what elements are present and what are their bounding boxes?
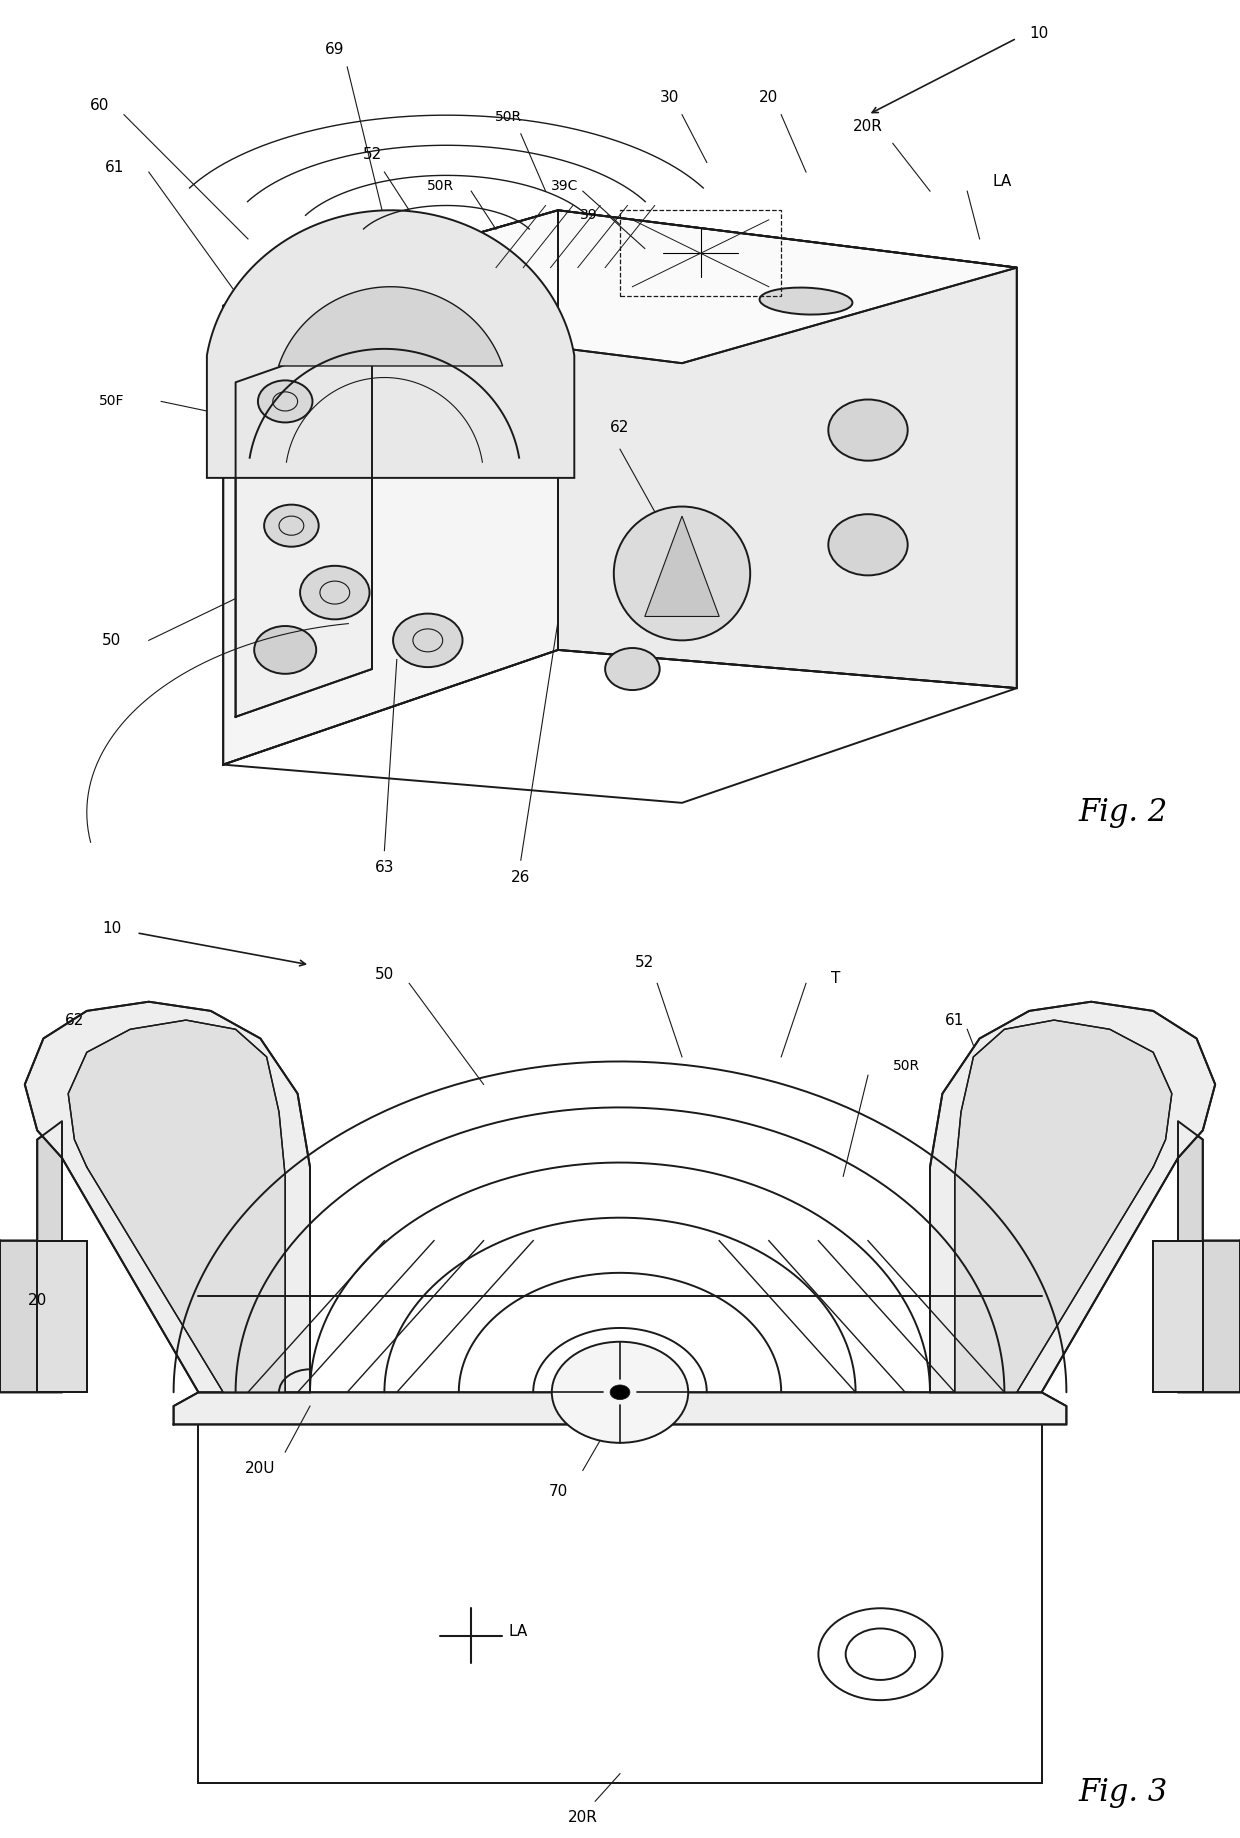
Circle shape: [264, 505, 319, 546]
Text: 70: 70: [548, 1485, 568, 1500]
Text: 62: 62: [610, 419, 630, 436]
Text: 10: 10: [102, 921, 122, 936]
Circle shape: [828, 515, 908, 575]
Text: 50R: 50R: [893, 1059, 920, 1073]
Text: 10: 10: [1029, 26, 1049, 40]
Circle shape: [552, 1342, 688, 1443]
Text: LA: LA: [992, 175, 1012, 189]
Polygon shape: [198, 1424, 1042, 1783]
Circle shape: [254, 627, 316, 675]
Polygon shape: [37, 1241, 87, 1393]
Text: 20U: 20U: [246, 1461, 275, 1476]
Polygon shape: [558, 210, 1017, 687]
Text: 39C: 39C: [551, 180, 578, 193]
Polygon shape: [0, 1121, 62, 1393]
Text: 69: 69: [325, 42, 345, 57]
Text: 50F: 50F: [98, 395, 124, 408]
Polygon shape: [25, 1002, 310, 1393]
Polygon shape: [1178, 1121, 1240, 1393]
Ellipse shape: [614, 507, 750, 640]
Ellipse shape: [760, 287, 852, 314]
Polygon shape: [223, 210, 1017, 364]
Polygon shape: [930, 1002, 1215, 1393]
Polygon shape: [645, 516, 719, 616]
Text: Fig. 3: Fig. 3: [1079, 1777, 1168, 1807]
Polygon shape: [68, 1020, 285, 1393]
Text: 26: 26: [511, 869, 531, 884]
Text: 20R: 20R: [853, 119, 883, 134]
Text: 20: 20: [27, 1292, 47, 1309]
Circle shape: [393, 614, 463, 667]
Circle shape: [610, 1386, 630, 1401]
Polygon shape: [174, 1393, 1066, 1424]
Text: 20R: 20R: [568, 1810, 598, 1825]
Polygon shape: [207, 210, 574, 478]
Text: 50: 50: [102, 632, 122, 647]
Text: 61: 61: [104, 160, 124, 175]
Text: Fig. 2: Fig. 2: [1079, 798, 1168, 827]
Text: LA: LA: [508, 1623, 528, 1639]
Bar: [620, 210, 781, 296]
Text: 39: 39: [580, 208, 598, 222]
Text: 50: 50: [374, 967, 394, 981]
Text: 60: 60: [1079, 1059, 1099, 1073]
Circle shape: [828, 399, 908, 461]
Text: 60: 60: [89, 97, 109, 112]
Polygon shape: [955, 1020, 1172, 1393]
Circle shape: [605, 649, 660, 689]
Text: 62: 62: [64, 1013, 84, 1027]
Text: 63: 63: [374, 860, 394, 875]
Polygon shape: [1153, 1241, 1203, 1393]
Text: 52: 52: [362, 147, 382, 162]
Polygon shape: [279, 287, 502, 366]
Text: 61: 61: [945, 1013, 965, 1027]
Text: 50R: 50R: [495, 110, 522, 125]
Text: 52: 52: [635, 954, 655, 970]
Polygon shape: [223, 210, 558, 765]
Text: 50R: 50R: [427, 180, 454, 193]
Polygon shape: [236, 335, 372, 717]
Text: 20: 20: [759, 90, 779, 105]
Circle shape: [258, 380, 312, 423]
Text: T: T: [831, 970, 841, 987]
Circle shape: [300, 566, 370, 619]
Text: 30: 30: [660, 90, 680, 105]
